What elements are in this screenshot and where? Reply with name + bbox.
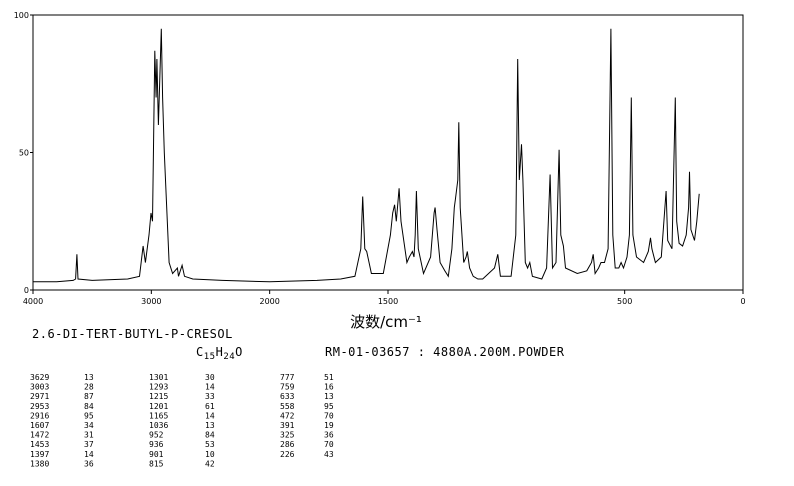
peak-wavenumber: 1215 xyxy=(149,392,168,401)
x-tick-label: 2000 xyxy=(259,297,279,306)
peak-wavenumber: 1607 xyxy=(30,421,49,430)
x-tick-label: 500 xyxy=(617,297,632,306)
peak-intensity: 16 xyxy=(324,383,334,392)
peak-wavenumber: 325 xyxy=(280,431,295,440)
peak-intensity: 36 xyxy=(84,459,94,468)
peak-wavenumber: 2916 xyxy=(30,411,49,420)
peak-wavenumber: 3003 xyxy=(30,383,49,392)
peak-wavenumber: 777 xyxy=(280,373,295,382)
x-tick-label: 1500 xyxy=(378,297,398,306)
peak-wavenumber: 286 xyxy=(280,440,295,449)
peak-intensity: 30 xyxy=(205,373,215,382)
peak-intensity: 28 xyxy=(84,383,94,392)
peak-wavenumber: 936 xyxy=(149,440,164,449)
peak-wavenumber: 226 xyxy=(280,450,295,459)
peak-intensity: 84 xyxy=(205,431,215,440)
sample-info: RM-01-03657 : 4880A.200M.POWDER xyxy=(325,345,565,359)
peak-wavenumber: 901 xyxy=(149,450,164,459)
peak-wavenumber: 558 xyxy=(280,402,295,411)
peak-intensity: 36 xyxy=(324,431,334,440)
peak-intensity: 84 xyxy=(84,402,94,411)
peak-wavenumber: 952 xyxy=(149,431,164,440)
peak-intensity: 10 xyxy=(205,450,215,459)
peak-intensity: 31 xyxy=(84,431,94,440)
compound-name: 2.6-DI-TERT-BUTYL-P-CRESOL xyxy=(32,327,233,341)
peak-intensity: 70 xyxy=(324,411,334,420)
peak-intensity: 37 xyxy=(84,440,94,449)
peak-wavenumber: 759 xyxy=(280,383,295,392)
peak-wavenumber: 2953 xyxy=(30,402,49,411)
spectrum-line xyxy=(33,28,700,283)
peak-wavenumber: 391 xyxy=(280,421,295,430)
peak-intensity: 95 xyxy=(324,402,334,411)
peak-wavenumber: 1201 xyxy=(149,402,168,411)
x-tick-label: 0 xyxy=(740,297,745,306)
peak-wavenumber: 1472 xyxy=(30,431,49,440)
peak-wavenumber: 1165 xyxy=(149,411,168,420)
peak-intensity: 87 xyxy=(84,392,94,401)
peak-wavenumber: 472 xyxy=(280,411,295,420)
x-tick-label: 4000 xyxy=(23,297,43,306)
peak-wavenumber: 815 xyxy=(149,459,164,468)
peak-wavenumber: 1301 xyxy=(149,373,168,382)
formula: C15H24O xyxy=(196,345,243,362)
peak-intensity: 95 xyxy=(84,411,94,420)
peak-wavenumber: 2971 xyxy=(30,392,49,401)
peak-intensity: 13 xyxy=(205,421,215,430)
peak-wavenumber: 1036 xyxy=(149,421,168,430)
peak-intensity: 19 xyxy=(324,421,334,430)
peak-intensity: 34 xyxy=(84,421,94,430)
peak-intensity: 42 xyxy=(205,459,215,468)
formula-subscript: 24 xyxy=(223,352,235,362)
peak-wavenumber: 3629 xyxy=(30,373,49,382)
formula-subscript: 15 xyxy=(204,352,216,362)
peak-intensity: 33 xyxy=(205,392,215,401)
peak-wavenumber: 1293 xyxy=(149,383,168,392)
peak-intensity: 13 xyxy=(84,373,94,382)
peak-intensity: 51 xyxy=(324,373,334,382)
peak-intensity: 14 xyxy=(205,411,215,420)
peak-intensity: 70 xyxy=(324,440,334,449)
peak-intensity: 14 xyxy=(84,450,94,459)
peak-intensity: 53 xyxy=(205,440,215,449)
y-tick-label: 100 xyxy=(14,11,29,20)
x-axis-label: 波数/cm⁻¹ xyxy=(350,313,422,331)
peak-intensity: 43 xyxy=(324,450,334,459)
x-tick-label: 3000 xyxy=(141,297,161,306)
peak-wavenumber: 633 xyxy=(280,392,295,401)
peak-wavenumber: 1453 xyxy=(30,440,49,449)
peak-intensity: 61 xyxy=(205,402,215,411)
peak-wavenumber: 1397 xyxy=(30,450,49,459)
formula-element: C xyxy=(196,345,204,359)
formula-element: H xyxy=(216,345,224,359)
y-tick-label: 0 xyxy=(24,286,29,295)
peak-intensity: 14 xyxy=(205,383,215,392)
y-tick-label: 50 xyxy=(19,149,29,158)
peak-intensity: 13 xyxy=(324,392,334,401)
formula-element: O xyxy=(235,345,243,359)
peak-wavenumber: 1380 xyxy=(30,459,49,468)
